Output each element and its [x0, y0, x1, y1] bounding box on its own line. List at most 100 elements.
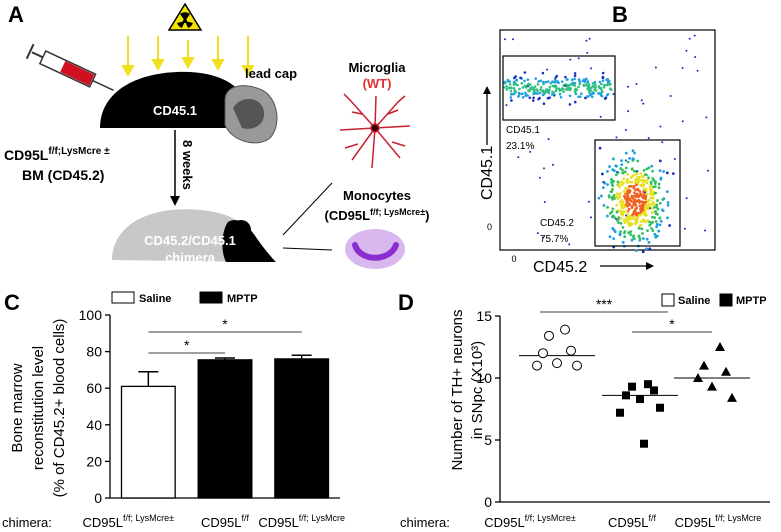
cell-dot	[659, 125, 662, 128]
cell-dot	[602, 85, 606, 89]
y-axis-label: CD45.1	[479, 146, 496, 200]
category-name: CD95L	[83, 515, 123, 530]
cell-dot	[581, 79, 585, 83]
cell-dot	[528, 86, 532, 90]
cell-dot	[551, 163, 554, 166]
point	[656, 403, 664, 412]
cell-dot	[626, 221, 630, 224]
cell-dot	[602, 180, 605, 183]
monocyte-icon	[345, 229, 405, 269]
cell-dot	[626, 193, 629, 197]
cell-dot	[620, 159, 623, 162]
y-tick-label: 20	[86, 453, 102, 469]
cell-dot	[608, 79, 611, 83]
cell-dot	[521, 96, 525, 99]
cell-dot	[685, 49, 688, 52]
cell-dot	[659, 176, 663, 180]
cell-dot	[515, 78, 519, 82]
cell-dot	[600, 82, 603, 86]
cell-dot	[658, 169, 662, 173]
monocyte-sub: (CD95Lf/f; LysMcre±)	[325, 207, 430, 223]
cell-dot	[552, 80, 555, 84]
cell-dot	[704, 229, 707, 232]
cell-dot	[532, 96, 535, 100]
cell-dot	[645, 192, 649, 196]
cell-dot	[681, 66, 684, 69]
cell-dot	[619, 203, 623, 206]
cell-dot	[591, 82, 595, 85]
cell-dot	[619, 216, 623, 220]
cell-dot	[597, 84, 601, 88]
cell-dot	[554, 85, 558, 88]
cell-dot	[658, 201, 662, 205]
gate-percent: 75.7%	[540, 234, 568, 245]
cell-dot	[623, 230, 627, 233]
cell-dot	[503, 86, 506, 89]
cell-dot	[562, 90, 565, 94]
cell-dot	[509, 92, 513, 96]
cell-dot	[615, 192, 619, 196]
cell-dot	[624, 129, 627, 132]
point	[715, 342, 725, 351]
cell-dot	[639, 223, 643, 227]
cell-dot	[573, 72, 577, 75]
cell-dot	[619, 180, 623, 184]
cell-dot	[611, 168, 615, 172]
significance-label: *	[222, 316, 228, 332]
cell-dot	[646, 229, 649, 233]
cell-dot	[564, 84, 567, 87]
mouse-label: CD45.1	[153, 103, 197, 118]
cell-dot	[651, 169, 654, 173]
cell-dot	[633, 169, 636, 173]
cell-dot	[610, 190, 614, 193]
cell-dot	[536, 232, 539, 235]
cell-dot	[651, 193, 655, 197]
cell-dot	[619, 221, 623, 225]
cell-dot	[543, 201, 546, 204]
cell-dot	[651, 215, 654, 219]
legend-label: Saline	[139, 293, 171, 305]
point	[628, 382, 636, 391]
cell-dot	[615, 136, 618, 139]
cell-dot	[592, 92, 595, 95]
cell-dot	[629, 184, 633, 188]
monocyte-prefix: (CD95L	[325, 208, 371, 223]
cell-dot	[571, 81, 574, 85]
legend-swatch	[719, 293, 733, 307]
cell-dot	[510, 86, 513, 90]
cell-dot	[600, 94, 604, 98]
cell-dot	[635, 206, 639, 210]
cell-dot	[633, 173, 636, 177]
bar	[120, 385, 176, 499]
cell-dot	[654, 235, 658, 239]
cell-dot	[628, 180, 631, 184]
cell-dot	[628, 224, 632, 228]
category-name: CD95L	[201, 515, 241, 530]
syringe	[25, 43, 114, 91]
monocyte-superscript: f/f; LysMcre±	[370, 207, 425, 217]
cell-dot	[564, 83, 567, 86]
cell-dot	[618, 192, 622, 195]
cell-dot	[632, 234, 635, 238]
cell-dot	[606, 170, 609, 173]
cell-dot	[647, 240, 651, 244]
cell-dot	[619, 209, 623, 213]
cell-dot	[669, 95, 672, 98]
cell-dot	[645, 167, 649, 171]
point	[552, 358, 562, 369]
cell-dot	[594, 83, 597, 87]
cell-dot	[614, 217, 617, 220]
cell-dot	[655, 225, 659, 229]
cell-dot	[653, 210, 657, 214]
cell-dot	[548, 85, 552, 89]
cell-dot	[614, 164, 618, 168]
cell-dot	[533, 85, 537, 88]
cell-dot	[648, 192, 652, 196]
y-tick-label: 0	[487, 222, 492, 232]
microglia-icon	[339, 93, 411, 169]
cell-dot	[628, 156, 632, 160]
point	[622, 391, 630, 400]
cell-dot	[573, 100, 577, 104]
cell-dot	[633, 191, 636, 195]
cell-dot	[636, 216, 639, 220]
